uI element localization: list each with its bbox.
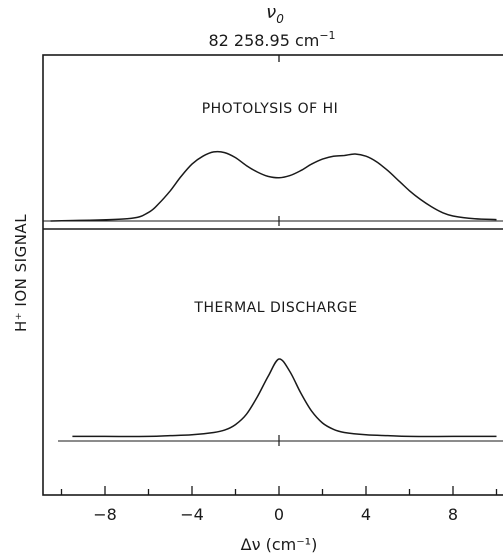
- y-axis-label: H⁺ ION SIGNAL: [12, 214, 30, 332]
- x-axis-label: Δν (cm⁻¹): [241, 535, 318, 554]
- x-tick-label: −4: [180, 505, 204, 524]
- plot-frame: [42, 54, 503, 496]
- panel-title-photolysis: PHOTOLYSIS OF HI: [202, 101, 339, 117]
- x-axis-ticks: [60, 486, 498, 495]
- nu0-label: ν0: [266, 2, 284, 26]
- x-tick-label: −8: [93, 505, 117, 524]
- x-axis-tick-labels: −8 −4 0 4 8: [93, 505, 458, 524]
- series-line-thermal: [72, 358, 497, 438]
- nu0-value: 82 258.95 cm−1: [208, 29, 335, 50]
- panel-title-thermal: THERMAL DISCHARGE: [193, 300, 357, 316]
- series-line-photolysis: [50, 150, 497, 222]
- x-tick-label: 8: [448, 505, 458, 524]
- x-tick-label: 0: [274, 505, 284, 524]
- x-tick-label: 4: [361, 505, 371, 524]
